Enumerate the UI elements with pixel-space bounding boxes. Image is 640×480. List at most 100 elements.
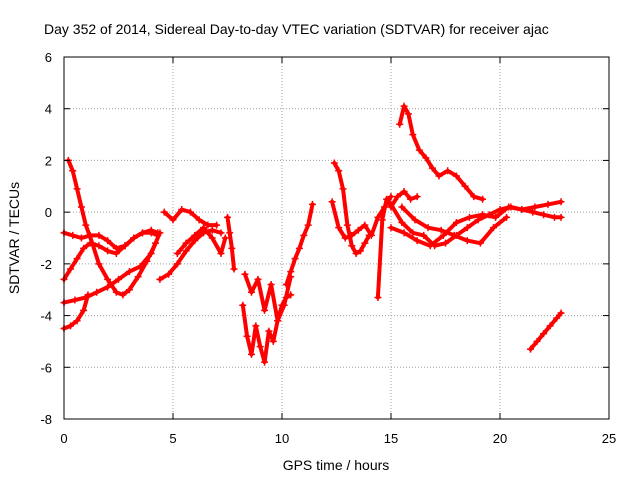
data-point [352, 250, 360, 258]
data-point [400, 187, 408, 195]
series-line [332, 161, 372, 256]
series-line [62, 230, 160, 282]
data-point [169, 216, 177, 224]
data-point [503, 213, 511, 221]
data-point [396, 120, 404, 128]
data-point [470, 193, 478, 201]
data-point [540, 211, 548, 219]
data-point [77, 203, 85, 211]
data-point [287, 268, 295, 276]
x-tick-label: 5 [169, 431, 176, 446]
data-point [533, 337, 541, 345]
data-point [252, 322, 260, 330]
data-point [356, 247, 364, 255]
data-point [156, 275, 164, 283]
data-point [400, 229, 408, 237]
data-point [247, 350, 255, 358]
data-point [104, 283, 112, 291]
series-line [242, 272, 293, 323]
data-point [387, 200, 395, 208]
data-point [173, 250, 181, 258]
data-point [544, 200, 552, 208]
data-point [165, 270, 173, 278]
series-line [62, 230, 162, 305]
x-tick-label: 10 [275, 431, 289, 446]
plot-area [60, 102, 565, 366]
data-point [413, 193, 421, 201]
data-point [492, 213, 500, 221]
data-point [119, 291, 127, 299]
data-point [387, 193, 395, 201]
data-point [213, 221, 221, 229]
data-point [398, 218, 406, 226]
data-point [444, 167, 452, 175]
data-point [69, 231, 77, 239]
data-point [125, 268, 133, 276]
grid [64, 57, 609, 419]
data-point [261, 358, 269, 366]
data-point [557, 309, 565, 317]
data-point [80, 244, 88, 252]
data-point [269, 337, 277, 345]
data-point [422, 154, 430, 162]
data-point [121, 242, 129, 250]
data-point [531, 203, 539, 211]
data-point [409, 131, 417, 139]
data-point [104, 275, 112, 283]
data-point [195, 216, 203, 224]
data-point [112, 244, 120, 252]
data-point [540, 330, 548, 338]
data-point [309, 200, 317, 208]
series-arc-4 [60, 229, 164, 307]
data-point [361, 221, 369, 229]
data-point [77, 234, 85, 242]
data-point [335, 167, 343, 175]
data-point [374, 293, 382, 301]
data-point [424, 224, 432, 232]
series-arc-6 [156, 226, 225, 283]
data-point [479, 195, 487, 203]
data-point [529, 208, 537, 216]
y-tick-label: 0 [45, 205, 52, 220]
data-point [104, 247, 112, 255]
x-tick-label: 0 [60, 431, 67, 446]
series-arc-13 [330, 159, 373, 258]
y-tick-label: 2 [45, 153, 52, 168]
data-point [404, 110, 412, 118]
data-point [67, 322, 75, 330]
data-point [343, 221, 351, 229]
data-point [300, 231, 308, 239]
data-point [134, 273, 142, 281]
data-point [84, 291, 92, 299]
data-point [221, 234, 229, 242]
data-point [186, 208, 194, 216]
data-point [182, 239, 190, 247]
series-arc-19 [398, 203, 511, 247]
data-point [267, 281, 275, 289]
data-point [518, 206, 526, 214]
data-point [274, 317, 282, 325]
data-point [383, 195, 391, 203]
data-point [208, 226, 216, 234]
data-point [489, 224, 497, 232]
data-point [125, 286, 133, 294]
data-point [147, 226, 155, 234]
series-line [225, 215, 236, 271]
data-point [136, 262, 144, 270]
data-point [182, 247, 190, 255]
data-point [256, 343, 264, 351]
data-point [330, 159, 338, 167]
data-point [160, 208, 168, 216]
data-point [217, 229, 225, 237]
data-point [400, 102, 408, 110]
data-point [95, 231, 103, 239]
data-point [82, 221, 90, 229]
data-point [239, 301, 247, 309]
y-tick-label: -6 [40, 360, 52, 375]
data-point [361, 239, 369, 247]
series-arc-8 [173, 224, 229, 258]
data-point [217, 250, 225, 258]
data-point [335, 224, 343, 232]
data-point [254, 275, 262, 283]
data-point [71, 296, 79, 304]
